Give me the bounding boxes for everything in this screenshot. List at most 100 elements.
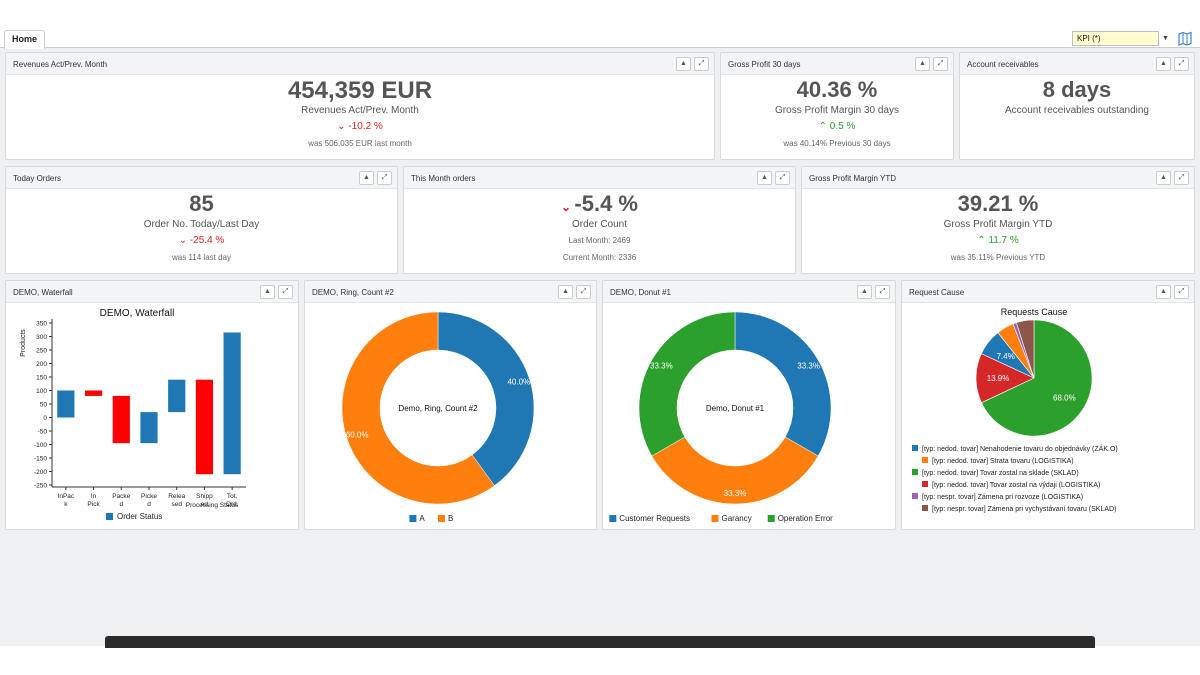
kpi-subtitle: Gross Profit Margin 30 days — [775, 105, 899, 116]
panel-title: Revenues Act/Prev. Month — [13, 60, 108, 69]
expand-arrows-icon[interactable]: ⤢ — [1174, 57, 1189, 71]
panel-title: Gross Profit 30 days — [728, 60, 801, 69]
panel-header: DEMO, Ring, Count #2 ▲ ⤢ — [305, 281, 596, 303]
kpi-value: 39.21 % — [957, 191, 1039, 216]
expand-arrows-icon[interactable]: ⤢ — [377, 171, 392, 185]
x-tick-label: Picke — [141, 493, 157, 500]
x-tick-label: InPac — [58, 493, 75, 500]
slice-label: 33.3% — [724, 489, 747, 498]
caret-up-icon[interactable]: ▲ — [676, 57, 691, 71]
chevron-down-icon[interactable]: ▼ — [1158, 31, 1172, 46]
panel-title: DEMO, Waterfall — [13, 288, 73, 297]
legend-swatch — [912, 469, 918, 475]
y-tick-label: 250 — [36, 348, 47, 355]
legend-label: A — [419, 514, 425, 523]
legend-swatch — [409, 515, 417, 522]
panel-header: DEMO, Waterfall ▲ ⤢ — [6, 281, 298, 303]
y-tick-label: 150 — [36, 375, 47, 382]
chart-title: DEMO, Waterfall — [100, 308, 175, 319]
caret-up-icon[interactable]: ▲ — [915, 57, 930, 71]
slice-label: 68.0% — [1053, 393, 1076, 402]
kpi-note: was 506,035 EUR last month — [308, 139, 412, 148]
center-label: Demo, Ring, Count #2 — [398, 404, 478, 413]
kpi-change: ⌃ 0.5 % — [818, 121, 856, 132]
panel-header: Today Orders ▲ ⤢ — [6, 167, 397, 189]
y-axis-label: Products — [20, 329, 27, 357]
expand-arrows-icon[interactable]: ⤢ — [1174, 171, 1189, 185]
y-tick-label: 50 — [40, 402, 48, 409]
map-icon[interactable] — [1178, 31, 1192, 46]
panel-header: This Month orders ▲ ⤢ — [404, 167, 795, 189]
panel-title: DEMO, Ring, Count #2 — [312, 288, 394, 297]
ring-chart: 40.0% 60.0% Demo, Ring, Count #2 A B — [341, 311, 535, 523]
legend-swatch — [711, 515, 719, 522]
panel-header: Account receivables ▲ ⤢ — [960, 53, 1194, 75]
legend-swatch — [922, 457, 928, 463]
panel-title: Gross Profit Margin YTD — [809, 174, 896, 183]
caret-up-icon[interactable]: ▲ — [1156, 285, 1171, 299]
slice-label: 33.3% — [797, 362, 820, 371]
x-tick-label: ed — [201, 501, 209, 508]
gross-ytd-panel: Gross Profit Margin YTD ▲ ⤢ 39.21 % Gros… — [801, 166, 1195, 274]
chart-title: Requests Cause — [1001, 307, 1068, 317]
caret-up-icon[interactable]: ▲ — [1156, 171, 1171, 185]
caret-up-icon[interactable]: ▲ — [359, 171, 374, 185]
current-month-count: Current Month: 2336 — [562, 253, 637, 262]
ring-panel: DEMO, Ring, Count #2 ▲ ⤢ 40.0% 60.0% Demo,… — [304, 280, 597, 530]
expand-arrows-icon[interactable]: ⤢ — [775, 171, 790, 185]
legend-label: Operation Error — [778, 514, 833, 523]
receivables-panel: Account receivables ▲ ⤢ 8 days Account r… — [959, 52, 1195, 160]
y-tick-label: -150 — [34, 456, 47, 463]
legend-label: [typ: nedod. tovar] Tovar zostal na skla… — [922, 470, 1079, 477]
waterfall-chart: DEMO, Waterfall Products 350 300 250 200 150 10… — [20, 308, 246, 521]
slice-label: 60.0% — [346, 430, 369, 439]
kpi-change: ⌄ -25.4 % — [178, 235, 225, 246]
kpi-note: was 40.14% Previous 30 days — [783, 139, 891, 148]
legend-label: Customer Requests — [619, 514, 690, 523]
waterfall-bar — [84, 390, 103, 396]
y-tick-label: 200 — [36, 361, 47, 368]
caret-up-icon[interactable]: ▲ — [260, 285, 275, 299]
legend-label: [typ: nedod. tovar] Strata tovaru (LOGIS… — [932, 458, 1074, 465]
panel-title: Request Cause — [909, 288, 965, 297]
caret-up-icon[interactable]: ▲ — [857, 285, 872, 299]
caret-up-icon[interactable]: ▲ — [1156, 57, 1171, 71]
legend-swatch — [767, 515, 775, 522]
expand-arrows-icon[interactable]: ⤢ — [576, 285, 591, 299]
caret-up-icon[interactable]: ▲ — [558, 285, 573, 299]
expand-arrows-icon[interactable]: ⤢ — [278, 285, 293, 299]
kpi-subtitle: Order No. Today/Last Day — [143, 219, 260, 230]
x-tick-label: Packe — [112, 493, 130, 500]
legend-label: [typ: nedod. tovar] Nenahodenie tovaru d… — [922, 444, 1118, 453]
legend-label: [typ: nespr. tovar] Zámena pri vychystáv… — [932, 506, 1116, 513]
expand-arrows-icon[interactable]: ⤢ — [875, 285, 890, 299]
expand-arrows-icon[interactable]: ⤢ — [694, 57, 709, 71]
tab-home[interactable]: Home — [4, 30, 46, 49]
pie-slice — [638, 311, 736, 457]
legend-swatch — [912, 445, 918, 451]
kpi-dropdown[interactable]: KPI (*) — [1072, 31, 1172, 46]
panel-title: DEMO, Donut #1 — [610, 288, 671, 297]
x-tick-label: Pick — [87, 501, 100, 508]
y-tick-label: -200 — [34, 469, 47, 476]
expand-arrows-icon[interactable]: ⤢ — [933, 57, 948, 71]
kpi-change: ⌄ -10.2 % — [337, 121, 383, 132]
y-tick-label: 300 — [36, 334, 47, 341]
gross-profit-30-panel: Gross Profit 30 days ▲ ⤢ 40.36 % Gross P… — [720, 52, 954, 160]
slice-label: 40.0% — [507, 378, 530, 387]
chevron-down-icon: ⌄ — [337, 121, 349, 132]
x-axis-label: Processing Status — [186, 502, 239, 509]
x-tick-label: Tot. — [227, 493, 238, 500]
caret-up-icon[interactable]: ▲ — [757, 171, 772, 185]
pie-slice — [437, 311, 535, 487]
expand-arrows-icon[interactable]: ⤢ — [1174, 285, 1189, 299]
donut-chart: 33.3% 33.3% 33.3% Demo, Donut #1 Customer Re… — [609, 311, 833, 523]
pie-slice — [651, 436, 819, 505]
y-tick-label: 0 — [43, 415, 47, 422]
taskbar — [105, 636, 1095, 648]
kpi-note: was 35.11% Previous YTD — [950, 253, 1046, 262]
pie-slice — [341, 311, 495, 505]
waterfall-bar — [168, 379, 186, 413]
panel-header: Request Cause ▲ ⤢ — [902, 281, 1194, 303]
y-tick-label: 350 — [36, 321, 47, 328]
